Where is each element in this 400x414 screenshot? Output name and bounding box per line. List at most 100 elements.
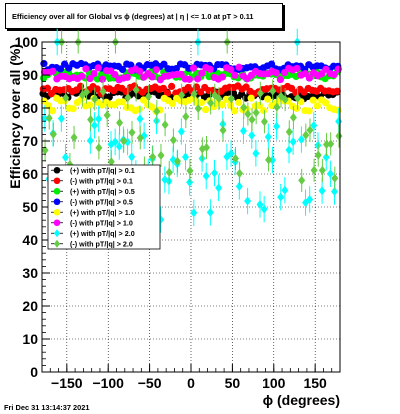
data-point <box>335 131 343 141</box>
data-point <box>331 187 339 197</box>
data-point <box>227 66 235 74</box>
data-point <box>136 67 144 75</box>
data-point <box>186 166 194 176</box>
x-tick-label: −50 <box>138 375 162 391</box>
data-point <box>260 117 268 127</box>
data-point <box>285 145 293 155</box>
data-point <box>331 173 339 183</box>
data-point <box>215 183 223 193</box>
data-point <box>194 75 202 83</box>
legend-marker <box>53 198 61 206</box>
data-point <box>115 141 123 151</box>
legend-marker <box>53 187 61 195</box>
data-point <box>327 139 335 149</box>
data-point <box>177 70 185 78</box>
y-tick-label: 100 <box>15 34 39 50</box>
y-tick-label: 30 <box>22 265 38 281</box>
legend: (+) with pT/|q| > 0.1(-) with pT/|q| > 0… <box>47 164 161 250</box>
x-tick-label: −100 <box>92 375 124 391</box>
data-point <box>218 101 226 109</box>
legend-label: (-) with pT/|q| > 2.0 <box>70 239 133 248</box>
data-point <box>273 102 281 112</box>
data-point <box>231 71 239 79</box>
data-point <box>98 75 107 83</box>
data-point <box>69 105 77 113</box>
data-point <box>139 96 148 104</box>
data-point <box>236 168 244 178</box>
data-point <box>293 64 301 73</box>
data-point <box>306 125 314 135</box>
data-point <box>260 204 268 214</box>
data-point <box>111 137 119 147</box>
data-point <box>198 69 206 77</box>
x-tick-label: 150 <box>303 375 327 391</box>
data-point <box>90 120 98 130</box>
data-point <box>302 130 310 140</box>
y-tick-label: 20 <box>22 298 38 314</box>
timestamp-footer: Fri Dec 31 13:14:37 2021 <box>4 403 90 412</box>
data-point <box>95 143 103 153</box>
data-point <box>116 118 124 128</box>
data-point <box>119 98 127 106</box>
data-point <box>168 99 177 108</box>
data-point <box>293 104 301 112</box>
legend-label: (-) with pT/|q| > 0.1 <box>70 176 133 185</box>
data-point <box>310 120 318 130</box>
data-point <box>202 105 210 114</box>
y-axis-label: Efficiency over all (%) <box>7 44 23 189</box>
data-point <box>136 133 144 143</box>
data-point <box>285 127 293 137</box>
data-point <box>235 181 243 191</box>
data-point <box>202 171 210 181</box>
data-point <box>149 152 157 162</box>
legend-marker <box>53 219 61 227</box>
legend-label: (+) with pT/|q| > 1.0 <box>70 208 135 217</box>
data-point <box>309 96 317 104</box>
series-5 <box>40 63 342 84</box>
legend-box <box>47 164 161 250</box>
data-point <box>330 71 338 79</box>
x-tick-label: 50 <box>225 375 241 391</box>
data-point <box>318 165 326 175</box>
data-point <box>189 64 198 72</box>
data-point <box>62 93 70 103</box>
data-point <box>185 75 193 83</box>
data-point <box>314 150 322 160</box>
data-point <box>190 208 198 218</box>
data-point <box>86 101 94 109</box>
data-point <box>174 156 182 166</box>
data-point <box>318 186 326 196</box>
y-tick-label: 90 <box>22 67 38 83</box>
data-point <box>94 64 102 72</box>
data-point <box>305 107 313 115</box>
data-point <box>227 149 235 159</box>
data-point <box>322 99 330 107</box>
x-axis-label: ϕ (degrees) <box>263 392 340 408</box>
legend-marker <box>53 208 61 216</box>
x-tick-label: 0 <box>187 375 195 391</box>
data-point <box>103 110 111 120</box>
data-point <box>135 105 144 113</box>
x-tick-label: −150 <box>51 375 83 391</box>
data-point <box>248 130 256 140</box>
data-point <box>244 109 252 119</box>
data-point <box>165 167 173 177</box>
data-point <box>227 94 235 104</box>
data-point <box>107 157 115 167</box>
y-tick-label: 0 <box>30 364 38 380</box>
data-point <box>169 135 177 145</box>
data-point <box>182 112 190 122</box>
x-tick-label: 100 <box>262 375 286 391</box>
legend-label: (+) with pT/|q| > 2.0 <box>70 229 135 238</box>
data-point <box>259 106 268 115</box>
data-point <box>252 148 260 158</box>
data-point <box>294 93 302 103</box>
data-point <box>49 67 57 75</box>
data-point <box>177 126 185 136</box>
data-point <box>90 69 98 78</box>
y-tick-label: 40 <box>22 232 38 248</box>
data-point <box>231 154 239 164</box>
data-point <box>186 177 194 187</box>
data-point <box>82 87 90 97</box>
